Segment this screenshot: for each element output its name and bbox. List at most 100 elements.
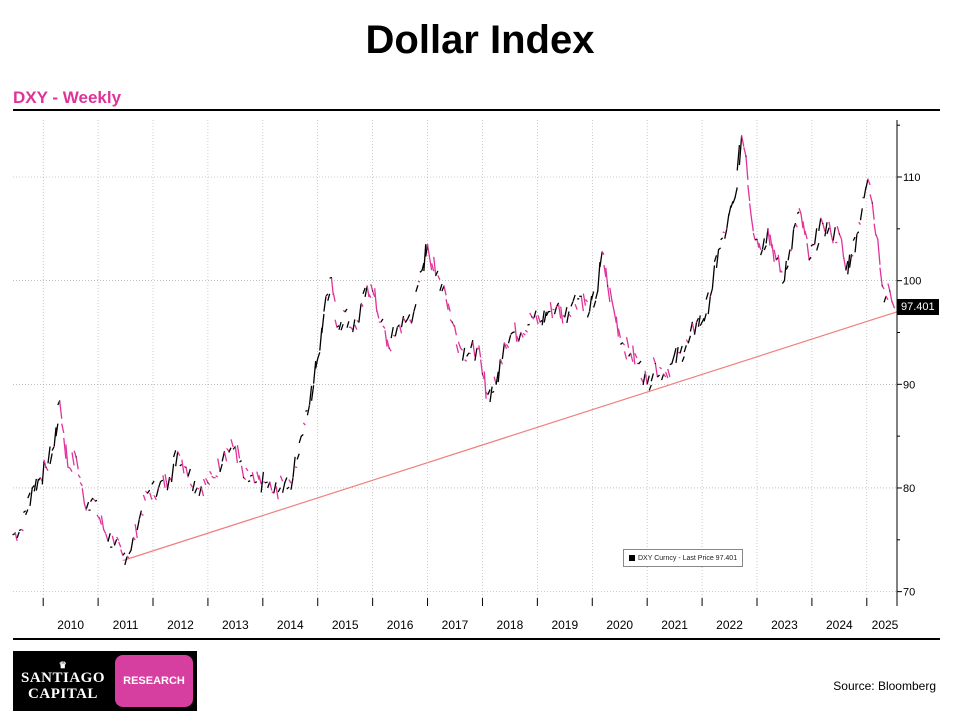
data-point bbox=[845, 269, 847, 271]
data-point bbox=[234, 445, 236, 448]
series-segment bbox=[543, 311, 547, 323]
series-segment bbox=[47, 446, 51, 464]
series-segment bbox=[236, 445, 241, 459]
series-segment bbox=[740, 135, 745, 147]
series-segment bbox=[51, 446, 55, 451]
logo-line1: SANTIAGO bbox=[20, 669, 106, 686]
series-segment bbox=[437, 275, 441, 281]
data-point bbox=[654, 362, 657, 365]
series-segment bbox=[726, 213, 730, 229]
series-segment bbox=[296, 453, 300, 460]
series-segment bbox=[368, 293, 372, 298]
series-segment bbox=[286, 486, 290, 490]
series-segment bbox=[632, 345, 636, 365]
data-point bbox=[325, 295, 327, 297]
data-point bbox=[741, 134, 743, 137]
series-segment bbox=[354, 324, 358, 330]
series-segment bbox=[644, 370, 648, 385]
series-segment bbox=[277, 487, 281, 493]
series-segment bbox=[613, 311, 617, 324]
series-segment bbox=[499, 358, 503, 365]
series-segment bbox=[605, 267, 609, 286]
series-segment bbox=[149, 492, 153, 500]
series-segment bbox=[142, 494, 147, 501]
series-segment bbox=[146, 489, 151, 494]
series-segment bbox=[247, 480, 251, 483]
series-segment bbox=[557, 304, 562, 319]
series-segment bbox=[514, 322, 518, 342]
data-point bbox=[512, 331, 514, 334]
series-segment bbox=[292, 456, 296, 478]
data-point bbox=[350, 326, 352, 328]
data-point bbox=[330, 276, 333, 279]
series-segment bbox=[126, 555, 130, 559]
series-segment bbox=[358, 304, 362, 323]
series-segment bbox=[760, 249, 764, 256]
series-segment bbox=[609, 287, 613, 302]
x-tick-label-2023: 2023 bbox=[771, 618, 798, 632]
logo-research-badge: RESEARCH bbox=[115, 655, 193, 707]
top-divider bbox=[13, 109, 940, 111]
data-point bbox=[881, 285, 883, 287]
series-segment bbox=[166, 477, 171, 491]
series-segment bbox=[157, 480, 162, 489]
series-segment bbox=[181, 459, 185, 474]
series-segment bbox=[796, 211, 800, 215]
series-segment bbox=[535, 315, 539, 325]
series-segment bbox=[223, 451, 228, 462]
data-point bbox=[396, 326, 398, 328]
x-tick-label-2011: 2011 bbox=[113, 618, 139, 632]
series-segment bbox=[14, 531, 18, 541]
series-segment bbox=[549, 302, 554, 319]
series-segment bbox=[518, 332, 522, 341]
data-point bbox=[284, 482, 286, 484]
series-segment bbox=[495, 371, 499, 385]
data-point bbox=[750, 217, 753, 220]
series-segment bbox=[675, 346, 679, 363]
chart-legend: DXY Curncy - Last Price 97.401 bbox=[623, 549, 744, 567]
series-segment bbox=[665, 371, 669, 379]
series-segment bbox=[752, 232, 756, 241]
data-point bbox=[113, 544, 116, 546]
series-segment bbox=[27, 492, 31, 499]
data-point bbox=[196, 487, 198, 489]
series-segment bbox=[693, 322, 698, 335]
series-segment bbox=[869, 194, 873, 204]
series-segment bbox=[374, 288, 378, 312]
data-point bbox=[67, 466, 69, 468]
series-segment bbox=[153, 495, 157, 501]
series-segment bbox=[390, 327, 394, 339]
data-point bbox=[871, 202, 873, 204]
series-segment bbox=[845, 260, 849, 271]
series-segment bbox=[734, 187, 738, 198]
series-segment bbox=[256, 471, 260, 480]
series-segment bbox=[826, 227, 830, 235]
y-tick-label-110: 110 bbox=[903, 172, 921, 184]
data-point bbox=[695, 321, 698, 323]
series-segment bbox=[175, 451, 179, 467]
series-segment bbox=[503, 342, 508, 350]
series-segment bbox=[659, 366, 662, 370]
data-point bbox=[443, 285, 445, 287]
data-point bbox=[822, 223, 824, 225]
series-segment bbox=[33, 478, 37, 492]
data-point bbox=[794, 223, 797, 225]
series-segment bbox=[487, 389, 491, 395]
series-segment bbox=[445, 299, 449, 310]
series-segment bbox=[234, 446, 239, 464]
series-segment bbox=[798, 208, 802, 214]
series-segment bbox=[689, 321, 694, 332]
series-segment bbox=[483, 371, 487, 399]
series-segment bbox=[667, 368, 671, 378]
logo-line2: CAPITAL bbox=[28, 685, 98, 702]
series-segment bbox=[840, 239, 845, 259]
x-tick-label-2022: 2022 bbox=[716, 618, 743, 632]
series-segment bbox=[118, 541, 122, 548]
data-point bbox=[273, 492, 275, 494]
data-point bbox=[253, 482, 256, 484]
data-point bbox=[487, 394, 489, 396]
series-segment bbox=[362, 287, 366, 295]
series-segment bbox=[709, 288, 714, 297]
series-segment bbox=[81, 488, 86, 504]
series-segment bbox=[455, 344, 460, 354]
